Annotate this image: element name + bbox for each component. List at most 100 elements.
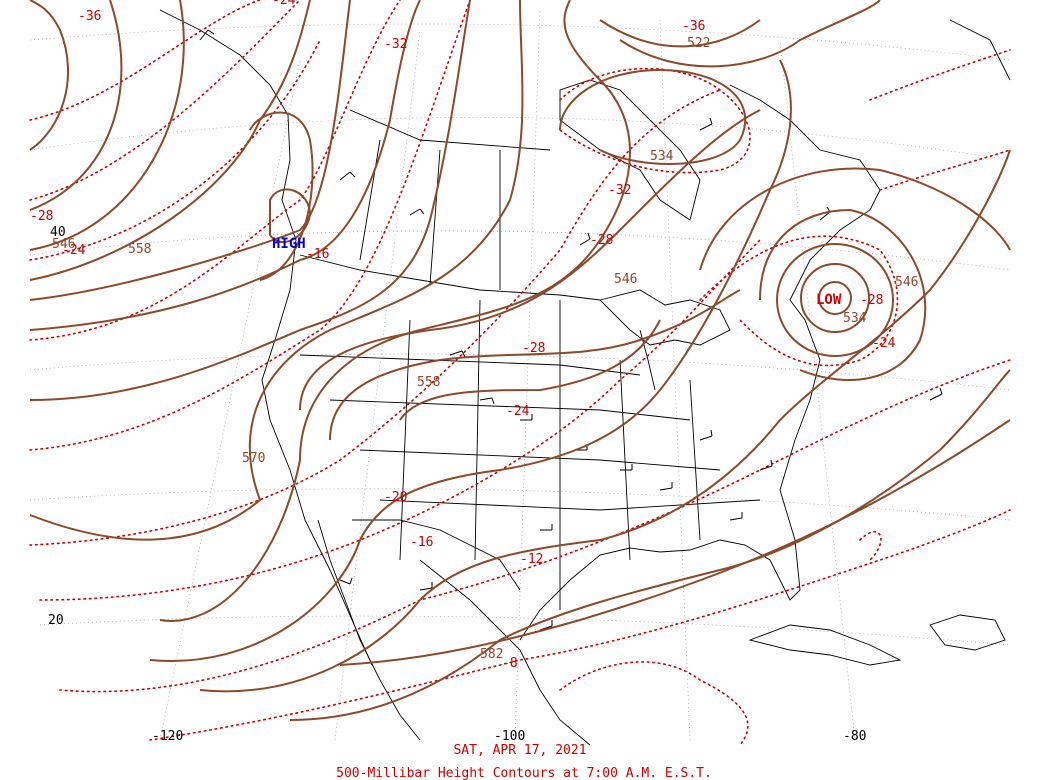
wind-barb — [520, 414, 533, 421]
temperature-label: -16 — [410, 535, 433, 550]
gulf-coast — [519, 399, 811, 641]
temperature-label: -24 — [272, 0, 296, 8]
longitude-label: -80 — [843, 729, 866, 744]
graticule-lat-line — [29, 230, 1011, 271]
province-line — [349, 109, 551, 151]
height-contour — [759, 208, 927, 381]
height-contour — [29, 0, 185, 251]
high-pressure-label: HIGH — [272, 236, 306, 252]
temperature-contour — [869, 49, 1011, 101]
height-label: 546 — [52, 237, 75, 252]
state-line — [379, 499, 761, 511]
height-label: 534 — [843, 311, 867, 326]
temperature-label: -24 — [872, 336, 896, 351]
graticule-lat-line — [29, 353, 1011, 391]
height-contour — [29, 0, 524, 541]
height-label: 582 — [480, 647, 503, 662]
temperature-contour — [859, 531, 882, 561]
height-contour — [29, 0, 351, 301]
latitude-label: 40 — [50, 225, 66, 240]
temperature-label: -20 — [384, 490, 407, 505]
wind-barb — [479, 397, 495, 405]
wind-barb — [699, 429, 713, 441]
longitude-label: -100 — [494, 729, 525, 744]
great-lakes — [599, 289, 731, 346]
wind-barb — [199, 29, 215, 41]
longitude-labels: -120 -100 -80 — [152, 729, 866, 744]
hispaniola — [929, 614, 1006, 651]
latitude-labels: 40 20 — [48, 225, 66, 628]
graticule-lat-line — [29, 488, 1011, 521]
wind-barbs — [199, 29, 943, 631]
temperature-label: -12 — [520, 552, 543, 567]
map-caption: 500-Millibar Height Contours at 7:00 A.M… — [336, 766, 712, 780]
height-contour — [29, 0, 123, 211]
temperature-label: -8 — [502, 656, 518, 671]
height-label: 522 — [687, 36, 710, 51]
temperature-contour — [29, 89, 721, 546]
state-line — [689, 379, 701, 541]
height-label: 546 — [895, 275, 918, 290]
temperature-contour — [59, 359, 1011, 693]
height-contour — [699, 167, 1011, 271]
west-coast — [159, 9, 373, 666]
height-labels: 534 546 558 570 582 546 558 546 534 522 — [52, 36, 918, 662]
temperature-contour — [559, 661, 749, 746]
height-contour — [818, 281, 852, 315]
height-label: 534 — [650, 149, 674, 164]
height-contour — [249, 111, 314, 281]
temperature-contour — [879, 149, 1011, 191]
temperature-label: -32 — [384, 37, 407, 52]
height-label: 558 — [128, 242, 151, 257]
height-contour — [29, 0, 421, 331]
temperature-contour — [39, 239, 761, 601]
height-label: 546 — [614, 272, 637, 287]
temperature-label: -16 — [306, 247, 329, 262]
state-line — [359, 449, 721, 471]
temperature-contour — [29, 39, 321, 261]
wind-barb — [409, 208, 425, 216]
wind-barb — [339, 577, 353, 585]
height-contour — [559, 68, 747, 165]
height-contour — [149, 59, 792, 662]
cuba — [748, 624, 902, 666]
temperature-labels: -36 -24 -32 -36 -28 -24 -16 -32 -28 -28 … — [30, 0, 896, 671]
wind-barb — [929, 387, 943, 401]
height-contour — [299, 109, 761, 411]
temperature-contours — [29, 0, 1011, 746]
temperature-label: -28 — [30, 209, 53, 224]
height-contour — [599, 19, 761, 48]
temperature-contour — [29, 0, 301, 201]
province-line — [429, 149, 441, 286]
wind-barb — [539, 620, 553, 631]
state-line — [474, 299, 481, 561]
temperature-label: -28 — [522, 341, 545, 356]
height-contour — [269, 188, 312, 244]
graticule-meridian — [159, 59, 301, 741]
wind-barb — [419, 582, 433, 591]
wind-barb — [659, 482, 673, 491]
state-line — [619, 359, 631, 561]
height-contour — [29, 0, 471, 401]
temperature-contour — [29, 0, 471, 451]
province-line — [359, 139, 381, 261]
height-contour — [619, 0, 881, 68]
graticule-meridian — [659, 19, 691, 741]
state-line — [399, 319, 411, 561]
graticule-meridian — [514, 9, 541, 741]
temperature-label: -36 — [682, 19, 705, 34]
us-mexico-border — [352, 519, 521, 591]
temperature-label: -28 — [590, 233, 613, 248]
temperature-label: -24 — [62, 243, 86, 258]
height-contour — [399, 319, 661, 421]
wind-barb — [579, 232, 591, 246]
graticule — [29, 9, 1011, 741]
latitude-label: 20 — [48, 613, 64, 628]
temperature-contour — [699, 235, 899, 367]
height-contour — [199, 149, 1011, 693]
canada-us-border — [299, 254, 601, 301]
map-date: SAT, APR 17, 2021 — [453, 743, 586, 758]
height-contour — [29, 0, 69, 151]
longitude-label: -120 — [152, 729, 183, 744]
height-contour — [776, 243, 894, 357]
